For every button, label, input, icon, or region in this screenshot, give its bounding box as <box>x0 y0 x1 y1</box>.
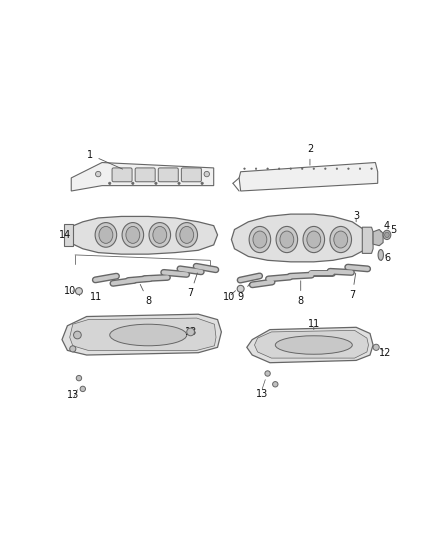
Text: 11: 11 <box>90 292 102 302</box>
Polygon shape <box>62 314 221 355</box>
Text: 13: 13 <box>256 389 268 399</box>
Ellipse shape <box>95 172 101 177</box>
Ellipse shape <box>373 344 379 350</box>
Ellipse shape <box>255 168 257 169</box>
Ellipse shape <box>70 346 76 352</box>
Ellipse shape <box>280 231 294 248</box>
Text: 11: 11 <box>307 319 320 329</box>
FancyBboxPatch shape <box>181 168 201 182</box>
Polygon shape <box>70 216 218 254</box>
Ellipse shape <box>149 223 170 247</box>
Text: 13: 13 <box>184 327 197 337</box>
Ellipse shape <box>132 182 134 184</box>
Ellipse shape <box>99 227 113 244</box>
Text: 12: 12 <box>379 348 392 358</box>
Ellipse shape <box>301 168 303 169</box>
Ellipse shape <box>178 182 180 184</box>
Ellipse shape <box>75 288 82 295</box>
Text: 6: 6 <box>384 253 390 263</box>
Polygon shape <box>247 327 373 363</box>
FancyBboxPatch shape <box>158 168 178 182</box>
Ellipse shape <box>307 231 321 248</box>
Ellipse shape <box>253 231 267 248</box>
Ellipse shape <box>110 324 187 346</box>
Ellipse shape <box>74 331 81 339</box>
Polygon shape <box>254 330 368 358</box>
Text: 8: 8 <box>298 281 304 306</box>
Ellipse shape <box>385 232 389 238</box>
Ellipse shape <box>276 336 352 354</box>
Polygon shape <box>373 230 383 246</box>
Ellipse shape <box>249 227 271 253</box>
Ellipse shape <box>155 182 157 184</box>
Text: 3: 3 <box>353 212 359 222</box>
Ellipse shape <box>279 168 280 169</box>
Ellipse shape <box>187 328 194 336</box>
Ellipse shape <box>109 182 111 184</box>
Ellipse shape <box>244 168 245 169</box>
Ellipse shape <box>325 168 326 169</box>
Text: 4: 4 <box>381 221 390 232</box>
Polygon shape <box>231 214 367 262</box>
Ellipse shape <box>290 168 291 169</box>
Ellipse shape <box>153 227 167 244</box>
Ellipse shape <box>330 227 352 253</box>
Ellipse shape <box>371 168 372 169</box>
Text: 9: 9 <box>237 284 250 302</box>
Ellipse shape <box>204 172 209 177</box>
Text: 1: 1 <box>88 150 123 169</box>
Text: 7: 7 <box>349 273 356 300</box>
Polygon shape <box>64 224 73 246</box>
Polygon shape <box>70 318 216 350</box>
FancyBboxPatch shape <box>112 168 132 182</box>
Ellipse shape <box>122 223 144 247</box>
Ellipse shape <box>126 227 140 244</box>
Ellipse shape <box>272 382 278 387</box>
Ellipse shape <box>313 168 314 169</box>
Polygon shape <box>362 227 373 253</box>
Ellipse shape <box>265 371 270 376</box>
Polygon shape <box>71 163 214 191</box>
Text: 7: 7 <box>187 273 198 298</box>
Ellipse shape <box>334 231 348 248</box>
Text: 14: 14 <box>59 230 71 240</box>
Text: 2: 2 <box>307 144 313 165</box>
Ellipse shape <box>80 386 85 392</box>
Ellipse shape <box>276 227 298 253</box>
Text: 13: 13 <box>67 390 79 400</box>
Ellipse shape <box>303 227 325 253</box>
Ellipse shape <box>76 375 81 381</box>
Ellipse shape <box>95 223 117 247</box>
Ellipse shape <box>383 230 391 239</box>
Ellipse shape <box>176 223 198 247</box>
FancyBboxPatch shape <box>135 168 155 182</box>
Ellipse shape <box>267 168 268 169</box>
Ellipse shape <box>201 182 203 184</box>
Text: 8: 8 <box>140 285 151 306</box>
Ellipse shape <box>348 168 349 169</box>
Ellipse shape <box>180 227 194 244</box>
Polygon shape <box>239 163 378 191</box>
Ellipse shape <box>378 249 384 260</box>
Ellipse shape <box>336 168 338 169</box>
Text: 10: 10 <box>64 286 76 296</box>
Ellipse shape <box>237 285 244 292</box>
Ellipse shape <box>359 168 361 169</box>
Text: 5: 5 <box>390 224 396 235</box>
Text: 10: 10 <box>223 290 236 302</box>
